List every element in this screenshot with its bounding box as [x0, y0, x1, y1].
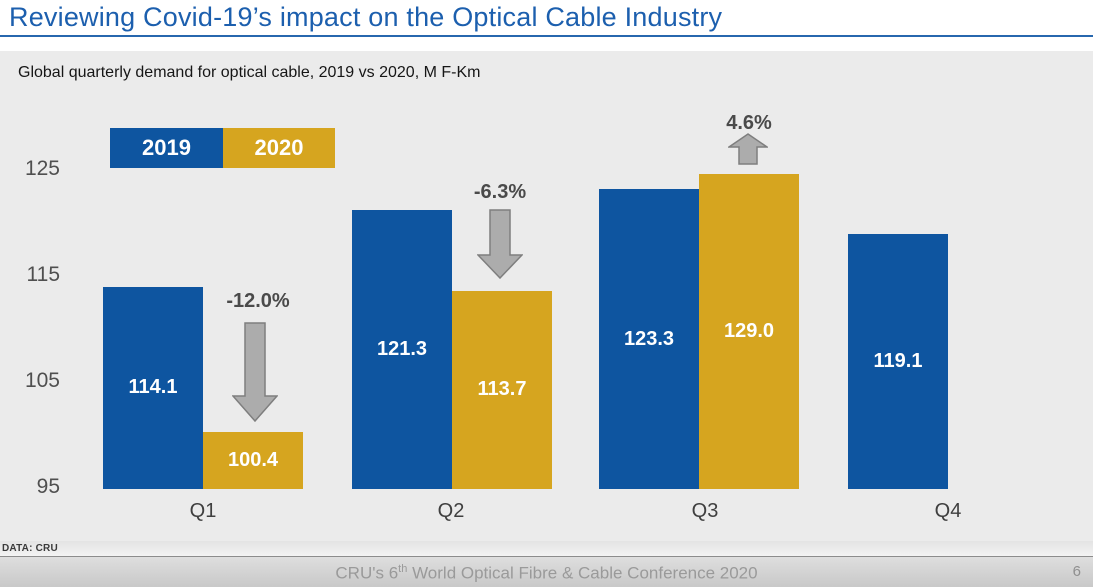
y-axis-tick-115: 115 [26, 263, 60, 286]
bar-value: 114.1 [128, 376, 178, 399]
pct-change-label-q1: -12.0% [226, 290, 290, 312]
pct-change-label-q2: -6.3% [473, 181, 527, 203]
bar-value: 113.7 [477, 378, 527, 401]
bar-2019-q1: 114.1 [103, 286, 203, 489]
bar-value: 119.1 [873, 349, 923, 372]
page-number: 6 [1072, 563, 1081, 580]
bar-value: 129.0 [723, 320, 775, 342]
decrease-arrow-icon-q1 [231, 322, 279, 423]
legend-2019-swatch: 2019 [110, 128, 223, 168]
legend-2019-label: 2019 [142, 135, 191, 160]
bar-2020-q3: 129.0 [699, 174, 799, 489]
legend-2020-label: 2020 [254, 135, 304, 160]
bar-2019-q2: 121.3 [352, 210, 452, 489]
bar-2020-q1: 100.4 [203, 431, 303, 489]
bar-2019-q3: 123.3 [599, 189, 699, 489]
x-axis-label-q2: Q2 [437, 500, 465, 522]
footer-bar: CRU's 6th World Optical Fibre & Cable Co… [0, 557, 1093, 587]
increase-arrow-icon-q3 [726, 133, 770, 165]
bar-value: 121.3 [376, 338, 428, 361]
y-axis-tick-105: 105 [24, 369, 60, 392]
page-title: Reviewing Covid-19’s impact on the Optic… [9, 2, 723, 32]
bar-2019-q4: 119.1 [848, 233, 948, 489]
data-source-label: DATA: CRU [2, 543, 58, 554]
y-axis-tick-95: 95 [36, 475, 60, 498]
pct-change-label-q3: 4.6% [726, 112, 772, 134]
chart-panel: Global quarterly demand for optical cabl… [0, 51, 1093, 541]
x-axis-label-q4: Q4 [934, 500, 962, 522]
legend: 2019 2020 [110, 128, 335, 168]
legend-2020-swatch: 2020 [223, 128, 335, 168]
title-bar: Reviewing Covid-19’s impact on the Optic… [0, 0, 1093, 37]
bar-value: 100.4 [227, 448, 279, 471]
y-axis-tick-125: 125 [24, 157, 60, 180]
conference-footer: CRU's 6th World Optical Fibre & Cable Co… [335, 562, 758, 583]
x-axis-label-q1: Q1 [189, 500, 217, 522]
data-source-strip: DATA: CRU [0, 541, 1093, 557]
bar-2020-q2: 113.7 [452, 290, 552, 489]
decrease-arrow-icon-q2 [476, 209, 524, 280]
x-axis-label-q3: Q3 [691, 500, 719, 522]
bar-value: 123.3 [623, 327, 675, 350]
chart-subtitle: Global quarterly demand for optical cabl… [18, 64, 481, 81]
